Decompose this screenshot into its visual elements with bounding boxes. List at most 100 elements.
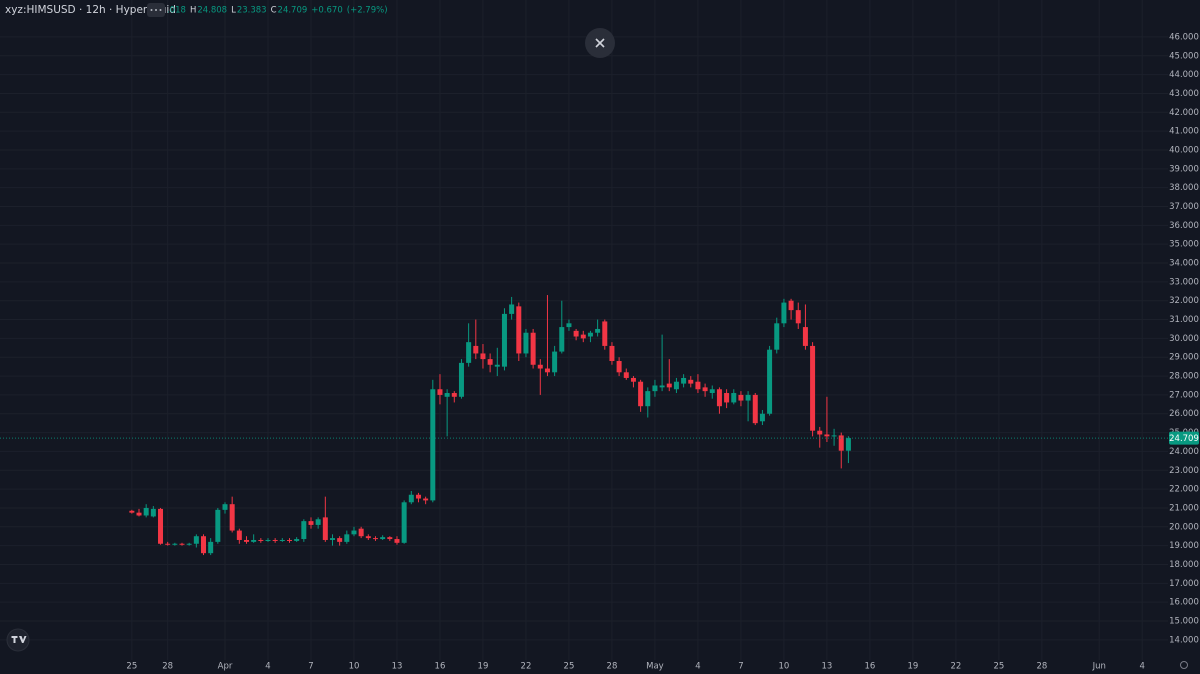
candle-body	[810, 345, 816, 431]
candle-body	[759, 413, 765, 422]
candle-body	[752, 394, 758, 424]
candle-body	[279, 539, 285, 541]
candle-body	[609, 345, 615, 361]
candle-body	[444, 393, 450, 397]
y-tick-label: 22.000	[1169, 485, 1199, 495]
candle-body	[838, 435, 844, 451]
y-tick-label: 45.000	[1169, 51, 1199, 61]
x-tick-label: 16	[435, 662, 446, 672]
candle-body	[337, 538, 343, 542]
candle-body	[236, 530, 242, 540]
y-tick-label: 39.000	[1169, 164, 1199, 174]
x-tick-label: 7	[308, 662, 313, 672]
candle-body	[301, 521, 307, 540]
candle-body	[659, 385, 665, 388]
candle-body	[415, 494, 421, 499]
candle-body	[681, 377, 687, 384]
y-tick-label: 19.000	[1169, 541, 1199, 551]
candle-body	[408, 494, 414, 503]
y-tick-label: 32.000	[1169, 296, 1199, 306]
grid	[0, 0, 1168, 660]
x-tick-label: 13	[822, 662, 833, 672]
candle-body	[179, 543, 185, 545]
candle-body	[423, 498, 429, 501]
candle-body	[501, 313, 507, 367]
candle-body	[537, 364, 543, 369]
candles	[0, 295, 1168, 556]
candle-body	[394, 539, 400, 543]
candle-body	[487, 359, 493, 365]
legend-value: 24.709	[278, 6, 308, 16]
x-tick-label: 25	[126, 662, 137, 672]
legend-value: 24.808	[197, 6, 227, 16]
y-tick-label: 42.000	[1169, 108, 1199, 118]
legend-value: .018	[167, 6, 186, 16]
y-tick-label: 18.000	[1169, 560, 1199, 570]
candle-body	[129, 510, 135, 513]
candle-body	[673, 381, 679, 390]
candle-body	[716, 389, 722, 407]
candle-body	[702, 387, 708, 392]
candle-body	[272, 539, 278, 541]
candle-body	[645, 391, 651, 407]
candle-body	[788, 300, 794, 311]
settings-icon[interactable]	[1180, 661, 1188, 669]
candle-body	[666, 383, 672, 388]
x-tick-label: 4	[695, 662, 700, 672]
candle-body	[767, 349, 773, 414]
candle-body	[401, 502, 407, 543]
y-tick-label: 14.000	[1169, 635, 1199, 645]
x-tick-label: 22	[521, 662, 532, 672]
candle-body	[150, 508, 156, 517]
candle-body	[781, 302, 787, 324]
x-tick-label: Jun	[1092, 662, 1106, 672]
y-tick-label: 37.000	[1169, 202, 1199, 212]
candle-body	[229, 504, 235, 531]
candle-body	[616, 360, 622, 373]
candle-body	[294, 539, 300, 541]
axes: 14.000 15.000 16.000 17.000 18.000 19.000 20.0…	[126, 32, 1199, 672]
candle-body	[265, 539, 271, 541]
candle-body	[802, 327, 808, 346]
y-tick-label: 30.000	[1169, 334, 1199, 344]
x-tick-label: 25	[564, 662, 575, 672]
x-tick-label: 19	[478, 662, 489, 672]
y-tick-label: 24.000	[1169, 447, 1199, 457]
candle-body	[308, 521, 314, 525]
candle-body	[372, 538, 378, 540]
x-tick-label: 25	[993, 662, 1004, 672]
candle-body	[451, 393, 457, 397]
candle-body	[387, 537, 393, 540]
candle-body	[652, 385, 658, 392]
candle-body	[731, 393, 737, 403]
candle-body	[724, 393, 730, 403]
x-tick-label: 28	[1036, 662, 1047, 672]
x-tick-label: 28	[607, 662, 618, 672]
candle-body	[286, 539, 292, 541]
candle-body	[552, 351, 558, 373]
candle-body	[774, 323, 780, 350]
legend-value: 23.383	[237, 6, 267, 16]
x-tick-label: 4	[1139, 662, 1144, 672]
candle-body	[824, 434, 830, 437]
logo[interactable]	[6, 628, 30, 652]
more-dot	[155, 9, 157, 11]
candle-body	[201, 536, 207, 554]
ohlc-legend: .018 H 24.808 L 23.383 C 24.709 +0.670 (+2.79%)	[167, 6, 388, 16]
candle-body	[165, 543, 171, 545]
candle-body	[516, 306, 522, 354]
candle-body	[623, 372, 629, 378]
y-tick-label: 43.000	[1169, 89, 1199, 99]
candle-body	[215, 509, 221, 542]
candle-body	[351, 530, 357, 535]
legend-key: H	[190, 6, 196, 16]
candle-body	[251, 539, 257, 542]
y-tick-label: 27.000	[1169, 390, 1199, 400]
y-tick-label: 40.000	[1169, 145, 1199, 155]
more-dot	[159, 9, 162, 11]
candle-body	[437, 389, 443, 395]
x-tick-label: May	[646, 662, 664, 672]
x-tick-label: 10	[349, 662, 360, 672]
